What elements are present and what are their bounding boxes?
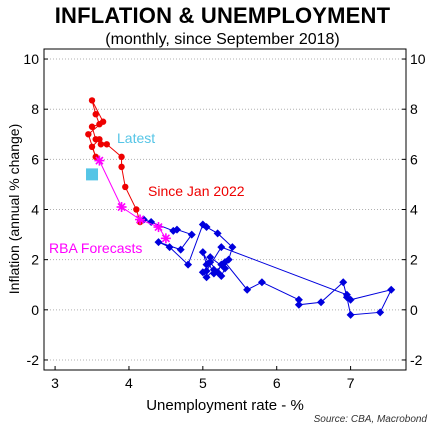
data-point-circle [97, 141, 105, 148]
data-point-circle [88, 143, 96, 151]
series-since-jan-2022 [85, 97, 144, 226]
series-layer [85, 97, 396, 319]
data-point-diamond [172, 225, 181, 234]
series-rba-forecasts [94, 155, 171, 244]
y-axis-left: -2 0 2 4 6 8 10 [23, 51, 48, 368]
data-point-diamond [221, 264, 229, 273]
data-point-diamond [165, 243, 174, 252]
annotation-rba-forecasts: RBA Forecasts [49, 240, 142, 256]
data-point-asterisk [135, 214, 146, 225]
asterisk-stroke [154, 222, 163, 232]
data-point-diamond [206, 253, 215, 262]
data-point-diamond [202, 266, 211, 275]
data-point-asterisk [94, 155, 105, 166]
source-note: Source: CBA, Macrobond [313, 414, 427, 425]
data-point-circle [99, 118, 107, 125]
data-point-diamond [202, 223, 211, 232]
data-point-diamond [184, 260, 193, 269]
y-axis-label: Inflation (annual % change) [6, 124, 22, 294]
data-point-diamond [294, 295, 303, 304]
data-point-diamond [217, 243, 226, 252]
data-point-diamond [387, 285, 396, 294]
data-point-diamond [176, 245, 185, 254]
data-point-circle [88, 123, 96, 130]
data-point-asterisk [153, 222, 164, 233]
y-tick-label-right: -2 [410, 352, 423, 368]
y-tick-label-right: 0 [410, 302, 418, 318]
y-tick-label-right: 4 [410, 202, 418, 218]
y-tick-label-right: 6 [410, 151, 418, 167]
chart-subtitle: (monthly, since September 2018) [105, 31, 340, 48]
data-point-diamond [209, 269, 218, 278]
y-axis-right: -2 0 2 4 6 8 10 [402, 51, 426, 368]
data-point-diamond [202, 273, 211, 282]
data-point-circle [85, 131, 92, 138]
series-pre-2022 [139, 215, 396, 319]
x-tick-label: 4 [125, 375, 133, 391]
data-point-diamond [342, 290, 351, 299]
y-tick-label-right: 2 [410, 252, 418, 268]
annotation-latest: Latest [117, 130, 155, 146]
y-tick-label-left: 8 [31, 101, 39, 117]
y-tick-label-left: 10 [23, 51, 39, 67]
y-tick-label-left: 0 [31, 302, 39, 318]
asterisk-stroke [161, 234, 170, 243]
data-point-asterisk [160, 233, 171, 244]
data-point-diamond [376, 308, 385, 317]
data-point-diamond [294, 300, 303, 309]
x-tick-label: 7 [347, 375, 355, 391]
y-tick-label-left: 2 [31, 252, 39, 268]
data-point-circle [118, 163, 125, 171]
x-axis: 3 4 5 6 7 [51, 366, 355, 391]
x-tick-label: 6 [273, 375, 281, 391]
data-point-circle [118, 153, 125, 161]
data-point-circle [88, 97, 96, 104]
data-point-asterisk [116, 201, 127, 212]
chart-title: INFLATION & UNEMPLOYMENT [54, 3, 391, 28]
data-point-diamond [257, 278, 266, 287]
data-point-circle [133, 206, 140, 213]
data-point-diamond [202, 260, 211, 269]
data-point-diamond [198, 248, 207, 257]
y-tick-label-left: 4 [31, 202, 39, 218]
data-point-diamond [217, 271, 226, 280]
series-latest [86, 168, 99, 181]
data-point-circle [96, 136, 103, 143]
data-point-diamond [187, 230, 196, 239]
data-point-diamond [317, 298, 326, 307]
x-tick-label: 5 [199, 375, 207, 391]
asterisk-stroke [95, 156, 104, 165]
data-point-diamond [243, 285, 252, 294]
data-point-diamond [228, 243, 237, 252]
x-axis-label: Unemployment rate - % [146, 397, 304, 414]
asterisk-stroke [135, 215, 145, 224]
data-point-circle [122, 183, 129, 191]
y-tick-label-right: 10 [410, 51, 426, 67]
data-point-diamond [147, 218, 156, 227]
y-tick-label-right: 8 [410, 101, 418, 117]
data-point-diamond [154, 238, 163, 247]
data-point-diamond [346, 310, 355, 319]
y-tick-label-left: -2 [27, 352, 40, 368]
annotation-since-jan-2022: Since Jan 2022 [148, 183, 245, 199]
y-tick-label-left: 6 [31, 151, 39, 167]
series-line-pre-2022 [143, 219, 393, 316]
data-point-circle [92, 111, 99, 118]
x-tick-label: 3 [51, 375, 59, 391]
data-point-square [86, 168, 99, 181]
data-point-diamond [339, 278, 348, 287]
data-point-diamond [346, 295, 355, 304]
asterisk-stroke [117, 202, 126, 212]
data-point-circle [103, 141, 110, 148]
data-point-diamond [221, 258, 229, 267]
data-point-diamond [213, 229, 222, 238]
